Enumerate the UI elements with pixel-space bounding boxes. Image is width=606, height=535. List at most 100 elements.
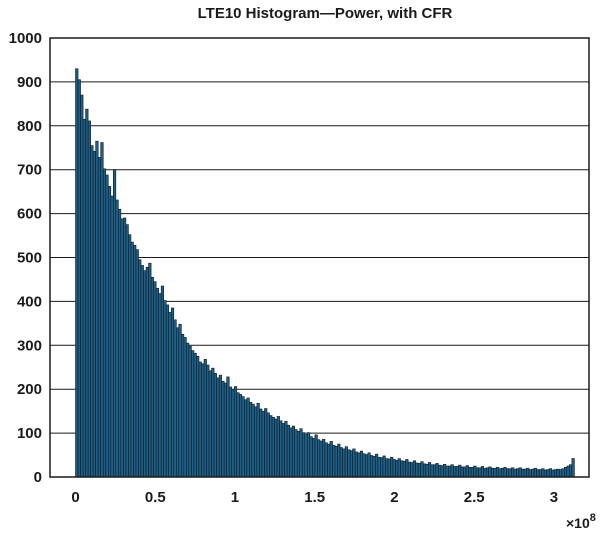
- y-tick-label: 900: [17, 74, 42, 91]
- histogram-bar: [410, 462, 414, 478]
- histogram-bar: [274, 418, 278, 478]
- histogram-bar: [438, 464, 442, 478]
- histogram-bar: [564, 467, 568, 478]
- histogram-bar: [443, 463, 447, 478]
- histogram-bar: [115, 199, 119, 478]
- histogram-bar: [301, 432, 306, 478]
- histogram-bar: [97, 157, 102, 478]
- histogram-bar: [238, 394, 243, 478]
- histogram-bar: [153, 281, 157, 478]
- histogram-bar: [569, 464, 573, 478]
- histogram-bar: [291, 425, 296, 478]
- histogram-bar: [284, 420, 288, 478]
- histogram-bar: [445, 465, 449, 478]
- histogram-bar: [329, 441, 333, 478]
- histogram-bar: [244, 399, 248, 478]
- histogram-bar: [123, 217, 127, 478]
- histogram-bar: [455, 466, 459, 478]
- histogram-bar: [158, 293, 162, 478]
- histogram-bar: [458, 464, 462, 478]
- histogram-bar: [317, 439, 321, 478]
- histogram-bar: [309, 436, 313, 478]
- histogram-bar: [75, 68, 79, 478]
- histogram-bar: [241, 396, 245, 478]
- histogram-bar: [357, 452, 361, 478]
- histogram-bar: [208, 370, 212, 478]
- histogram-bar: [196, 355, 200, 478]
- histogram-bar: [133, 244, 137, 478]
- histogram-bar: [432, 464, 437, 478]
- y-tick-label: 600: [17, 206, 42, 223]
- histogram-bar: [415, 462, 419, 478]
- histogram-bar: [251, 403, 255, 478]
- histogram-bar: [498, 468, 502, 478]
- histogram-bar: [193, 352, 197, 478]
- histogram-bar: [140, 265, 144, 478]
- histogram-bar: [533, 467, 537, 478]
- histogram-bar: [475, 467, 479, 478]
- histogram-bar: [165, 304, 170, 478]
- histogram-bar: [120, 218, 124, 478]
- histogram-bar: [473, 465, 477, 478]
- x-tick-label: 0.5: [145, 489, 166, 506]
- histogram-bar: [372, 456, 376, 478]
- histogram-bar: [216, 377, 220, 478]
- histogram-bar: [296, 431, 301, 478]
- histogram-bar: [561, 468, 565, 478]
- histogram-bar: [395, 460, 399, 478]
- histogram-bar: [478, 467, 482, 478]
- histogram-bar: [347, 449, 351, 478]
- histogram-bar: [286, 424, 290, 478]
- y-tick-label: 800: [17, 118, 42, 135]
- histogram-bar: [138, 259, 142, 478]
- histogram-bar: [92, 150, 96, 478]
- histogram-bar: [521, 468, 525, 478]
- histogram-bar: [266, 412, 270, 478]
- x-axis-ticks: 0 0.5 1 1.5 2 2.5 3: [71, 489, 558, 506]
- histogram-bar: [259, 408, 263, 478]
- x-tick-label: 2: [390, 489, 398, 506]
- histogram-bar: [100, 142, 104, 478]
- histogram-bar: [495, 467, 500, 478]
- histogram-bar: [465, 465, 469, 478]
- histogram-bar: [307, 432, 311, 478]
- histogram-bar: [80, 94, 84, 478]
- histogram-bar: [155, 287, 159, 478]
- chart-title: LTE10 Histogram—Power, with CFR: [198, 5, 453, 22]
- histogram-bar: [468, 467, 472, 478]
- histogram-bar: [420, 461, 424, 478]
- histogram-bar: [380, 457, 384, 478]
- histogram-bar: [181, 334, 185, 478]
- histogram-bar: [105, 174, 109, 478]
- histogram-bar: [480, 466, 484, 478]
- histogram-bar: [541, 468, 545, 478]
- histogram-bar: [352, 448, 356, 478]
- histogram-bar: [526, 467, 530, 478]
- histogram-bar: [110, 195, 114, 478]
- histogram-bar: [367, 452, 371, 478]
- histogram-bar: [107, 186, 112, 478]
- y-tick-label: 200: [17, 381, 42, 398]
- histogram-bar: [249, 402, 253, 478]
- histogram-bar: [281, 423, 285, 478]
- histogram-bar: [385, 458, 389, 478]
- histogram-bar: [516, 468, 520, 478]
- histogram-bar: [543, 469, 547, 478]
- histogram-bar: [85, 108, 89, 478]
- x-axis-multiplier-exponent: 8: [590, 512, 596, 524]
- histogram-bar: [553, 469, 558, 478]
- histogram-bar: [261, 410, 265, 478]
- histogram-bar: [223, 382, 227, 478]
- histogram-bar: [95, 140, 99, 478]
- histogram-bar: [488, 466, 492, 478]
- histogram-bar: [145, 266, 149, 478]
- histogram-bar: [422, 463, 427, 478]
- x-tick-label: 1.5: [304, 489, 325, 506]
- histogram-bar: [377, 456, 381, 478]
- histogram-bar: [231, 389, 235, 478]
- histogram-bar: [511, 467, 515, 478]
- histogram-bar: [125, 224, 129, 478]
- histogram-bar: [206, 364, 210, 478]
- histogram-bar: [168, 312, 172, 478]
